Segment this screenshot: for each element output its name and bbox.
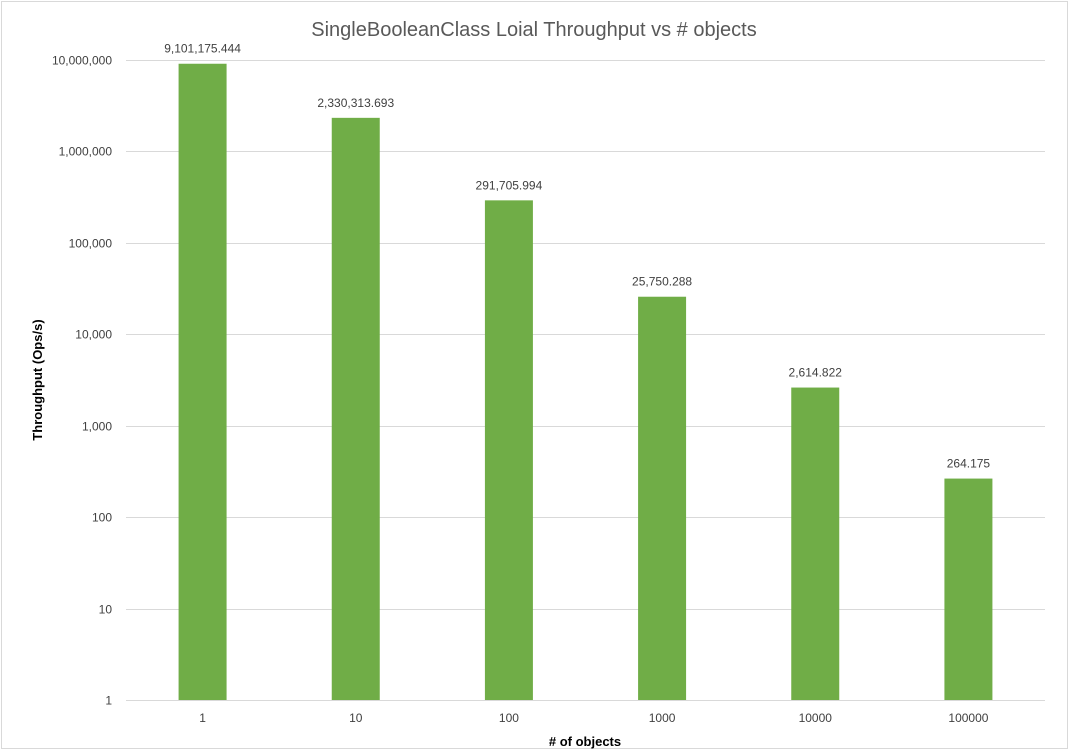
- bars: [178, 63, 993, 701]
- x-axis-title: # of objects: [549, 734, 621, 749]
- x-tick-label: 1: [199, 711, 206, 725]
- y-tick-label: 10: [99, 603, 113, 617]
- x-tick-label: 10: [349, 711, 363, 725]
- bar: [331, 117, 380, 700]
- bar: [791, 387, 840, 700]
- data-label: 25,750.288: [632, 275, 692, 289]
- x-axis-ticks: 1 10 100 1000 10000 100000: [199, 711, 989, 725]
- x-tick-label: 1000: [649, 711, 676, 725]
- x-tick-label: 10000: [799, 711, 833, 725]
- x-tick-label: 100000: [948, 711, 988, 725]
- y-tick-label: 1,000: [82, 420, 112, 434]
- y-tick-label: 10,000,000: [52, 54, 112, 68]
- y-tick-label: 100,000: [69, 237, 113, 251]
- gridlines: [126, 60, 1045, 701]
- y-tick-label: 100: [92, 511, 112, 525]
- data-label: 291,705.994: [476, 178, 543, 192]
- y-axis-ticks: 1 10 100 1,000 10,000 100,000 1,000,000 10,000,…: [52, 54, 112, 708]
- bar: [484, 200, 533, 701]
- y-axis-title: Throughput (Ops/s): [30, 319, 45, 440]
- data-label: 2,614.822: [789, 366, 843, 380]
- bar: [944, 478, 993, 700]
- bar: [178, 63, 227, 700]
- chart-title: SingleBooleanClass Loial Throughput vs #…: [311, 19, 756, 41]
- data-labels: 9,101,175.444 2,330,313.693 291,705.994 25,…: [164, 42, 990, 471]
- y-tick-label: 10,000: [75, 328, 112, 342]
- data-label: 9,101,175.444: [164, 42, 241, 56]
- y-tick-label: 1,000,000: [59, 145, 113, 159]
- bar: [638, 296, 687, 700]
- y-tick-label: 1: [105, 694, 112, 708]
- x-tick-label: 100: [499, 711, 519, 725]
- data-label: 2,330,313.693: [317, 96, 394, 110]
- data-label: 264.175: [947, 457, 991, 471]
